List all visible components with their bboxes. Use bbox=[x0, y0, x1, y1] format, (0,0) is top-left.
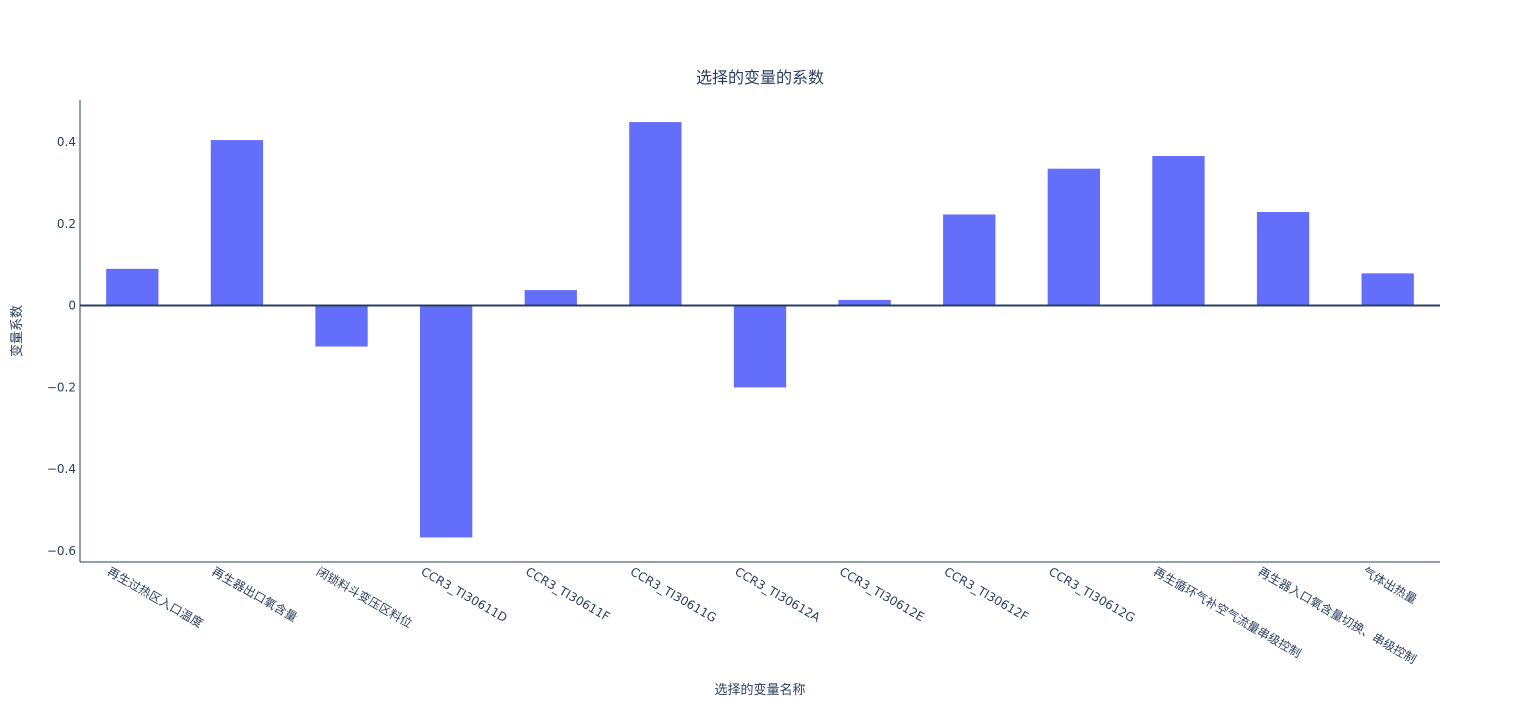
y-tick-label: −0.6 bbox=[47, 544, 76, 558]
y-axis-title: 变量系数 bbox=[9, 305, 25, 357]
bar bbox=[629, 122, 682, 306]
bar bbox=[1256, 212, 1310, 306]
bars-group bbox=[106, 122, 1414, 538]
x-tick-label: 闭锁料斗变压区料位 bbox=[314, 564, 415, 631]
y-tick-label: 0.2 bbox=[57, 217, 76, 231]
bar bbox=[733, 305, 787, 388]
x-tick-label: CCR3_TI30611F bbox=[523, 564, 612, 624]
x-tick-label: CCR3_TI30612E bbox=[837, 564, 927, 624]
x-tick-label: 再生过热区入口温度 bbox=[105, 564, 206, 631]
bar bbox=[838, 299, 891, 306]
bar bbox=[315, 305, 368, 347]
x-tick-label: CCR3_TI30612F bbox=[942, 564, 1031, 624]
y-tick-label: −0.2 bbox=[47, 380, 76, 394]
y-tick-label: 0 bbox=[68, 299, 76, 313]
bar bbox=[524, 290, 577, 306]
x-axis-title: 选择的变量名称 bbox=[714, 682, 805, 698]
bar bbox=[1047, 168, 1100, 306]
x-tick-labels: 再生过热区入口温度 再生器出口氧含量 闭锁料斗变压区料位 CCR3_TI30611D C… bbox=[105, 564, 1420, 667]
bar bbox=[420, 305, 473, 538]
x-tick-label: CCR3_TI30611G bbox=[628, 564, 719, 625]
bar bbox=[943, 214, 996, 306]
bar bbox=[1152, 156, 1205, 306]
y-tick-label: 0.4 bbox=[57, 135, 76, 149]
bar bbox=[210, 140, 264, 306]
x-tick-label: CCR3_TI30611D bbox=[419, 564, 510, 625]
bar bbox=[106, 268, 159, 306]
y-tick-label: −0.4 bbox=[47, 462, 76, 476]
x-tick-label: 再生器入口氧含量切换、串级控制 bbox=[1256, 564, 1419, 667]
x-tick-label: CCR3_TI30612A bbox=[733, 564, 824, 625]
x-tick-label: 气体出热量 bbox=[1360, 564, 1419, 607]
bar bbox=[1361, 273, 1414, 306]
x-tick-label: CCR3_TI30612G bbox=[1046, 564, 1137, 625]
chart-title: 选择的变量的系数 bbox=[696, 68, 824, 87]
x-tick-label: 再生器出口氧含量 bbox=[209, 564, 300, 625]
y-tick-labels: −0.6 −0.4 −0.2 0 0.2 0.4 bbox=[47, 135, 76, 558]
